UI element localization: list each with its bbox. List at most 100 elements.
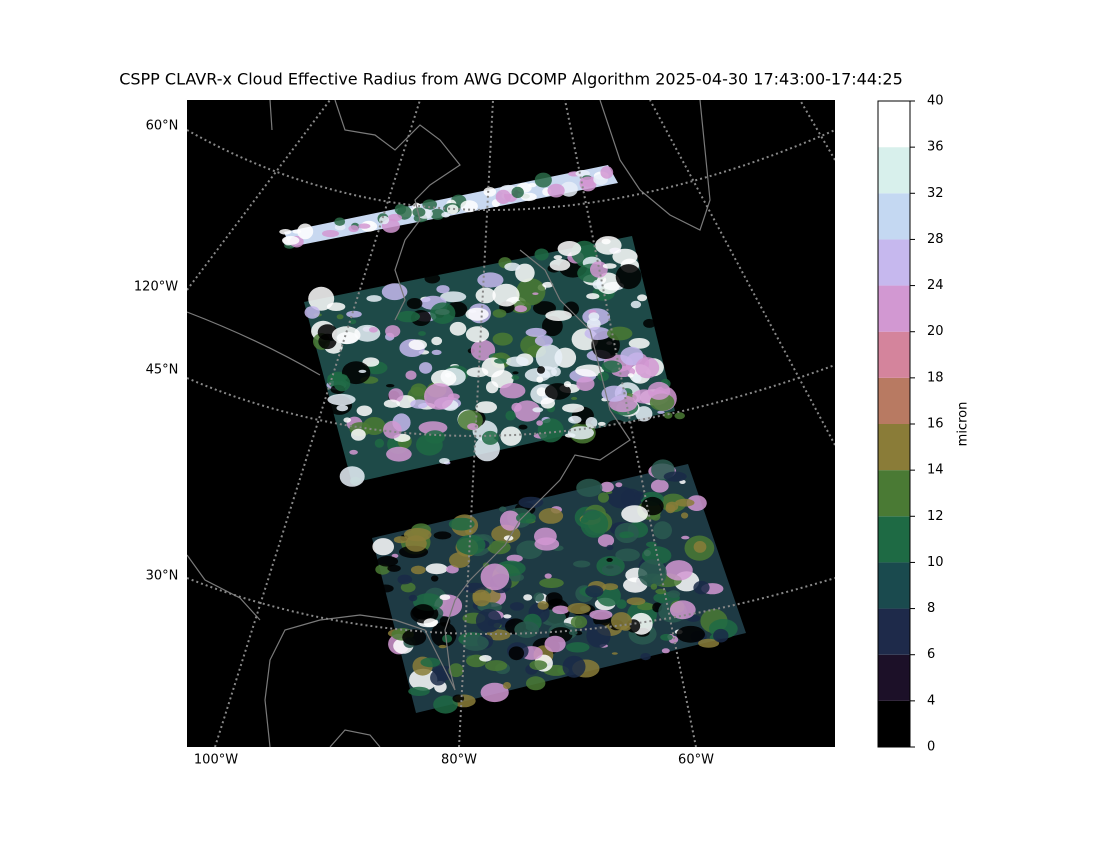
colorbar-tick-label: 10 xyxy=(927,555,944,570)
colorbar-band xyxy=(878,608,910,655)
cloud-patch xyxy=(514,305,527,313)
title: CSPP CLAVR-x Cloud Effective Radius from… xyxy=(119,70,903,89)
coastline xyxy=(599,100,711,231)
cloud-patch xyxy=(611,652,618,655)
cloud-patch xyxy=(423,618,438,628)
cloud-patch xyxy=(647,381,671,400)
cloud-patch xyxy=(538,508,564,524)
coastline xyxy=(264,249,631,747)
cloud-patch xyxy=(472,589,491,607)
swaths xyxy=(279,165,746,714)
cloud-patch xyxy=(632,374,642,383)
cloud-patch xyxy=(424,383,454,410)
colorbar-tick-label: 32 xyxy=(927,186,944,201)
cloud-patch xyxy=(676,625,705,643)
cloud-patch xyxy=(405,535,427,552)
cloud-patch xyxy=(433,531,452,540)
colorbar-tick-label: 36 xyxy=(927,140,944,155)
cloud-patch xyxy=(514,621,540,638)
lat-label: 30°N xyxy=(146,569,179,584)
cloud-patch xyxy=(393,536,408,544)
cloud-patch xyxy=(549,259,571,271)
cloud-patch xyxy=(419,362,433,374)
cloud-patch xyxy=(386,446,412,462)
cloud-patch xyxy=(540,397,555,409)
cloud-patch xyxy=(431,336,443,346)
cloud-patch xyxy=(606,419,627,436)
cloud-patch xyxy=(368,327,378,333)
cloud-patch xyxy=(448,517,475,531)
cloud-patch xyxy=(681,512,689,519)
cloud-patch xyxy=(362,357,380,367)
cloud-patch xyxy=(449,321,467,336)
colorbar-band xyxy=(878,147,910,194)
parallel xyxy=(187,129,835,211)
colorbar-band xyxy=(878,424,910,471)
cloud-patch xyxy=(630,300,642,309)
cloud-patch xyxy=(448,663,464,678)
coastlines xyxy=(187,100,711,747)
cloud-patch xyxy=(442,634,453,643)
colorbar-band xyxy=(878,193,910,240)
colorbar-band xyxy=(878,101,910,148)
meridian xyxy=(799,100,835,161)
cloud-patch xyxy=(363,417,386,435)
colorbar-tick-label: 6 xyxy=(927,647,935,662)
colorbar-band xyxy=(878,377,910,424)
cloud-patch xyxy=(406,298,423,309)
cloud-patch xyxy=(358,223,371,229)
colorbar-tick-label: 20 xyxy=(927,324,944,339)
colorbar-tick-label: 4 xyxy=(927,693,935,708)
cloud-patch xyxy=(500,426,522,446)
cloud-patch xyxy=(512,371,519,375)
cloud-patch xyxy=(589,609,613,620)
colorbar-band xyxy=(878,470,910,517)
colorbar-tick-label: 14 xyxy=(927,463,944,478)
cloud-patch xyxy=(607,486,636,509)
cloud-patch xyxy=(575,364,604,377)
cloud-patch xyxy=(675,498,695,507)
cloud-patch xyxy=(327,373,348,382)
cloud-patch xyxy=(418,331,426,336)
cloud-patch xyxy=(499,506,507,512)
cloud-patch xyxy=(663,412,673,419)
cloud-patch xyxy=(483,187,497,197)
cloud-patch xyxy=(580,176,596,187)
colorbar-tick-label: 16 xyxy=(927,417,944,432)
cloud-patch xyxy=(598,492,609,503)
cloud-patch xyxy=(616,599,627,609)
cloud-patch xyxy=(349,449,358,455)
cloud-patch xyxy=(372,538,395,556)
cloud-patch xyxy=(595,236,622,255)
colorbar-tick-label: 18 xyxy=(927,370,944,385)
cloud-patch xyxy=(536,376,544,383)
cloud-patch xyxy=(620,346,644,366)
cloud-patch xyxy=(650,583,658,590)
cloud-patch xyxy=(439,458,450,464)
cloud-patch xyxy=(553,255,563,260)
cloud-patch xyxy=(532,407,544,413)
cloud-patch xyxy=(346,310,362,318)
cloud-patch xyxy=(499,383,526,399)
meridian xyxy=(564,100,697,747)
lat-label: 60°N xyxy=(146,119,179,134)
cloud-patch xyxy=(576,478,603,497)
cloud-patch xyxy=(643,573,664,584)
cloud-patch xyxy=(440,291,467,303)
cloud-patch xyxy=(420,657,441,668)
cloud-patch xyxy=(356,405,373,417)
cloud-patch xyxy=(327,393,356,406)
colorbar-tick-label: 24 xyxy=(927,278,944,293)
cloud-patch xyxy=(511,186,524,199)
cloud-patch xyxy=(341,361,371,385)
lon-label: 100°W xyxy=(194,753,238,768)
cloud-patch xyxy=(441,211,451,218)
colorbar-band xyxy=(878,700,910,747)
cloud-patch xyxy=(385,325,401,338)
parallel xyxy=(187,577,835,635)
cloud-patch xyxy=(674,412,685,420)
cloud-patch xyxy=(388,388,404,403)
cloud-patch xyxy=(607,326,633,341)
cloud-patch xyxy=(534,172,552,188)
